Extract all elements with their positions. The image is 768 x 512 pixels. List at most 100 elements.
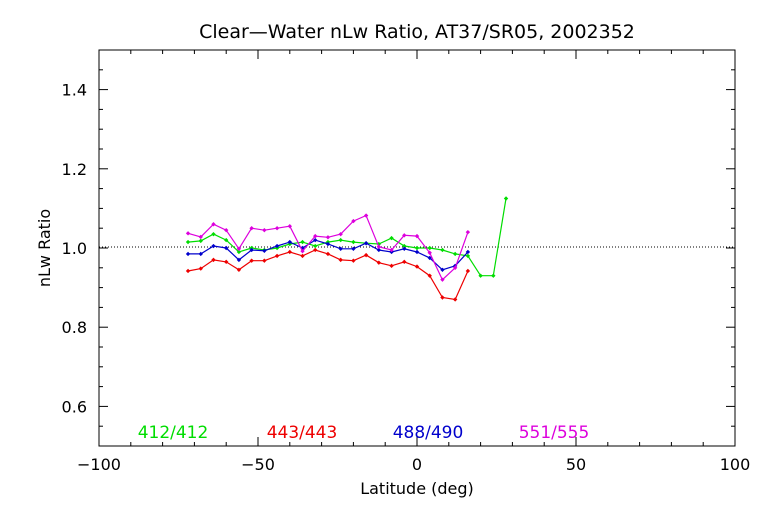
series-point — [185, 268, 191, 274]
y-axis-label: nLw Ratio — [35, 209, 54, 287]
series-point — [262, 227, 267, 233]
series-point — [198, 251, 203, 257]
series-point — [274, 253, 280, 259]
series-point — [427, 250, 432, 255]
series-point — [491, 273, 496, 278]
series-point — [363, 213, 369, 218]
x-tick-label: 100 — [720, 455, 751, 474]
series-point — [351, 258, 356, 263]
series-point — [440, 247, 445, 253]
series-point — [224, 245, 229, 251]
series-3 — [185, 213, 471, 282]
legend-entry: 488/490 — [393, 423, 464, 443]
series-point — [300, 248, 305, 254]
x-tick-label: −100 — [77, 455, 121, 474]
series-point — [236, 246, 242, 251]
series-point — [274, 226, 280, 231]
series-point — [376, 247, 382, 253]
series-point — [338, 237, 343, 243]
series-point — [274, 243, 280, 249]
series-point — [236, 257, 242, 263]
series-point — [300, 239, 305, 245]
series-1 — [185, 247, 471, 302]
series-point — [211, 231, 216, 237]
series-point — [249, 247, 254, 253]
series-point — [414, 245, 420, 251]
series-point — [185, 231, 191, 236]
series-point — [198, 266, 203, 271]
series-point — [325, 241, 331, 247]
x-axis-ticks: −100 −50 0 50 100 — [77, 50, 750, 474]
series-point — [313, 233, 318, 239]
series-point — [249, 258, 254, 263]
y-tick-label: 1.0 — [62, 239, 87, 258]
series-point — [325, 251, 331, 257]
y-tick-label: 1.4 — [62, 81, 87, 100]
series-point — [313, 247, 318, 253]
series-point — [236, 267, 242, 272]
series-point — [363, 252, 369, 258]
x-axis-label: Latitude (deg) — [360, 479, 474, 498]
series-point — [185, 239, 191, 245]
legend-entry: 412/412 — [138, 423, 209, 443]
series-point — [427, 245, 432, 251]
series-point — [440, 295, 445, 300]
series-point — [325, 235, 331, 240]
series-point — [224, 237, 229, 243]
series-point — [211, 222, 216, 227]
series-point — [389, 263, 394, 269]
series-point — [287, 239, 292, 245]
series-point — [452, 265, 458, 270]
series-point — [465, 268, 471, 274]
series-point — [465, 253, 471, 259]
legend-entry: 551/555 — [519, 423, 590, 443]
series-point — [198, 234, 203, 240]
series-point — [249, 226, 254, 231]
series-point — [414, 249, 420, 255]
series-point — [376, 244, 382, 250]
y-tick-label: 0.8 — [62, 318, 87, 337]
series-point — [351, 239, 356, 245]
series-point — [402, 259, 407, 265]
series-point — [427, 255, 432, 261]
series-point — [313, 237, 318, 243]
series-point — [452, 251, 458, 257]
series-point — [287, 249, 292, 255]
series-point — [351, 246, 356, 251]
y-tick-label: 1.2 — [62, 160, 87, 179]
series-point — [414, 264, 420, 269]
series-point — [440, 277, 445, 282]
series-point — [211, 243, 216, 249]
series-point — [389, 247, 394, 253]
series-point — [236, 249, 242, 255]
series-point — [376, 260, 382, 265]
series-point — [338, 257, 343, 263]
x-tick-label: 50 — [566, 455, 586, 474]
series-point — [224, 227, 229, 233]
x-tick-label: 0 — [412, 455, 422, 474]
y-tick-label: 0.6 — [62, 397, 87, 416]
series-point — [440, 267, 445, 272]
series-point — [402, 233, 407, 238]
series-point — [185, 251, 191, 257]
legend: 412/412 443/443 488/490 551/555 — [138, 423, 590, 443]
series-point — [414, 233, 420, 239]
series-point — [427, 273, 432, 278]
series-line — [187, 198, 507, 277]
legend-entry: 443/443 — [267, 423, 338, 443]
series-point — [465, 229, 471, 235]
series-point — [478, 273, 483, 278]
series-point — [338, 231, 343, 237]
series-point — [224, 259, 229, 265]
series-point — [262, 258, 267, 263]
series-point — [211, 257, 216, 263]
series-layer — [185, 196, 509, 302]
chart-title: Clear—Water nLw Ratio, AT37/SR05, 200235… — [199, 21, 635, 43]
series-point — [389, 235, 394, 241]
series-point — [198, 238, 203, 244]
y-axis-ticks: 0.6 0.8 1.0 1.2 1.4 — [62, 49, 735, 447]
series-point — [262, 248, 267, 253]
x-tick-label: −50 — [241, 455, 275, 474]
series-point — [402, 246, 407, 251]
